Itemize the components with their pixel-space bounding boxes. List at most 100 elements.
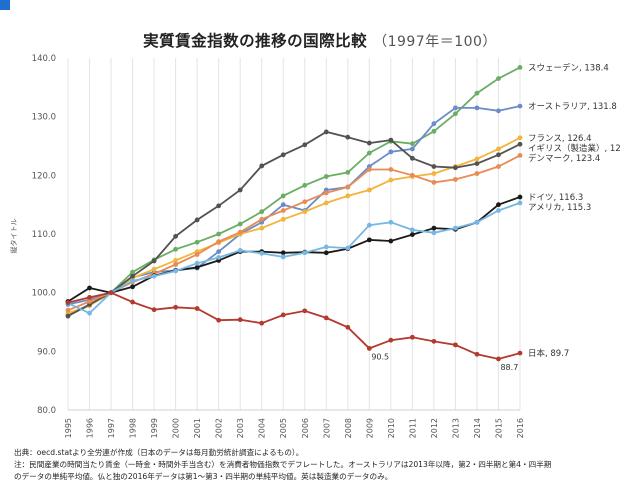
data-point (496, 164, 501, 169)
data-point (323, 200, 329, 206)
series-7 (65, 290, 523, 362)
data-point (237, 229, 243, 235)
data-point (108, 290, 114, 296)
data-point (474, 90, 480, 96)
chart-title-text: 実質賃金指数の推移の国際比較 (143, 32, 368, 50)
data-point (87, 294, 92, 300)
data-point (517, 350, 523, 356)
data-point (194, 252, 200, 257)
data-point (259, 216, 265, 222)
data-point (345, 184, 351, 190)
data-point (323, 174, 329, 179)
data-point (216, 255, 222, 260)
data-point (65, 313, 71, 319)
x-tick-label: 2000 (172, 418, 181, 438)
x-tick-label: 2011 (408, 418, 417, 438)
series-end-label: スウェーデン, 138.4 (528, 62, 609, 73)
data-point (259, 250, 265, 256)
data-point (517, 194, 523, 200)
corner-accent (0, 0, 10, 10)
data-point (496, 108, 501, 114)
data-point (496, 202, 501, 208)
y-axis-label: 縦タイトル (9, 219, 18, 254)
data-point (345, 134, 351, 140)
data-point (496, 152, 501, 158)
y-tick-label: 140.0 (32, 54, 56, 64)
data-point (323, 129, 329, 135)
data-point (409, 141, 415, 147)
series-line (67, 291, 521, 360)
data-point (388, 137, 394, 143)
data-point (280, 202, 286, 208)
data-point (302, 199, 308, 205)
x-tick-label: 1999 (150, 418, 159, 438)
y-tick-label: 80.0 (37, 406, 56, 416)
series-line (67, 66, 521, 316)
data-point (302, 182, 308, 188)
data-point (280, 312, 286, 318)
data-point (173, 246, 179, 252)
data-point (388, 219, 394, 225)
data-point (87, 310, 92, 316)
data-point (496, 146, 501, 152)
data-point (409, 232, 415, 237)
x-tick-label: 1995 (64, 418, 73, 438)
data-point (453, 225, 458, 231)
data-point (65, 300, 71, 306)
data-point (431, 171, 437, 176)
data-point (173, 268, 179, 274)
data-point (453, 111, 458, 117)
data-point (453, 342, 458, 348)
series-line (67, 137, 521, 315)
data-point (366, 150, 372, 156)
data-point (431, 338, 437, 344)
data-point (216, 239, 222, 245)
data-point (259, 320, 265, 326)
series-end-label: オーストラリア, 131.8 (528, 102, 617, 112)
series-2 (65, 135, 523, 316)
data-point (517, 152, 523, 158)
x-tick-label: 2010 (387, 418, 396, 438)
x-tick-label: 2015 (494, 418, 503, 438)
data-point (517, 141, 523, 147)
series-6 (65, 200, 523, 316)
data-point (194, 265, 200, 270)
note-line-1: 注：民間産業の時間当たり賃金（一時金・時間外手当含む）を消費者物価指数でデフレー… (14, 460, 552, 469)
data-point (474, 351, 480, 357)
data-point (151, 273, 157, 279)
data-point (517, 103, 523, 109)
y-tick-label: 110.0 (32, 230, 56, 240)
data-point (345, 170, 351, 175)
x-tick-label: 1996 (86, 418, 95, 438)
data-point (366, 346, 372, 351)
data-point (87, 285, 92, 291)
data-point (237, 248, 243, 253)
series-4 (65, 152, 523, 313)
data-point (431, 230, 437, 236)
data-point (345, 245, 351, 251)
x-tick-label: 2013 (451, 418, 460, 438)
source-note: 出典：oecd.statより全労連が作成（日本のデータは毎月勤労統計調査によるも… (14, 448, 304, 457)
chart-subtitle: （1997年＝100） (373, 34, 497, 50)
data-point (280, 254, 286, 260)
data-point (173, 304, 179, 310)
x-tick-label: 1998 (129, 418, 138, 438)
x-tick-label: 2008 (344, 418, 353, 438)
data-point (259, 225, 265, 231)
data-point (366, 222, 372, 228)
data-point (496, 208, 501, 213)
data-point (151, 307, 157, 313)
data-point (409, 172, 415, 178)
x-tick-label: 2005 (279, 418, 288, 438)
data-point (216, 249, 222, 255)
data-point (280, 208, 286, 213)
data-point (130, 273, 135, 279)
x-tick-label: 2012 (430, 418, 439, 438)
series-line (67, 202, 521, 315)
data-point (323, 250, 329, 256)
data-point (216, 317, 222, 323)
data-point (173, 233, 179, 239)
series-5 (65, 194, 523, 304)
series-3 (65, 129, 523, 319)
data-point (409, 334, 415, 340)
